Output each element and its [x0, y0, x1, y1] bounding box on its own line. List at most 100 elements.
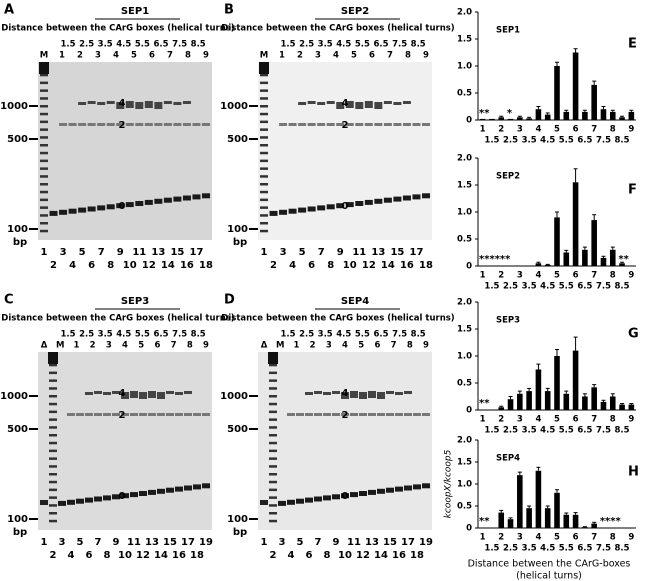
gel-band: [130, 413, 138, 416]
lane-number: 1: [261, 537, 268, 548]
turn-label: 6.5: [153, 330, 168, 340]
x-tick-label: 6: [573, 271, 579, 281]
ladder-band: [260, 97, 268, 100]
gel-band: [374, 198, 383, 204]
y-tick-label: 1.0: [457, 208, 472, 218]
lane-number: 10: [118, 550, 132, 561]
gel-band: [163, 123, 172, 126]
gel-band: [345, 101, 354, 108]
gel-band: [144, 123, 153, 126]
x-tick-label: 7: [591, 533, 597, 543]
lane-number: 6: [88, 260, 95, 271]
gel-band: [166, 391, 174, 394]
ladder-band: [49, 418, 57, 421]
gel-band: [154, 102, 163, 109]
marker-label: 500: [7, 424, 28, 435]
gel-band: [368, 413, 376, 416]
lane-number: 9: [113, 537, 120, 548]
ladder-band: [40, 97, 48, 100]
gel-band: [135, 123, 144, 126]
lane-number: 8: [107, 260, 114, 271]
gel-band: [157, 413, 165, 416]
ladder-band: [49, 363, 57, 367]
lane-number: 19: [199, 537, 213, 548]
gel-band: [279, 209, 288, 215]
gel-band: [97, 205, 106, 211]
gel-band: [323, 495, 331, 501]
lane-header: 3: [95, 51, 101, 61]
gel-band: [332, 494, 340, 500]
lane-number: 4: [69, 260, 76, 271]
lane-header: Δ: [261, 341, 268, 351]
gel-band: [374, 123, 383, 126]
ladder-band: [269, 496, 277, 499]
gel-band: [173, 196, 182, 202]
y-tick-label: 0.5: [457, 379, 472, 389]
ladder-band: [269, 519, 277, 523]
chart-title: SEP3: [496, 316, 520, 326]
gel-band: [377, 413, 385, 416]
lane-number: 16: [400, 260, 414, 271]
gel-band: [59, 209, 68, 215]
x-tick-label: 9: [628, 125, 634, 135]
gel-header: Distance between the CArG boxes (helical…: [1, 314, 235, 324]
gel-band: [377, 488, 385, 494]
gel-band: [202, 483, 210, 489]
x-tick-label: 5: [554, 533, 560, 543]
gel-band: [269, 210, 278, 216]
bar: [544, 264, 551, 266]
x-axis-label: (helical turns): [516, 571, 582, 581]
x-tick-label: 2.5: [503, 282, 518, 292]
panel-letter: C: [4, 293, 14, 308]
gel-band: [106, 101, 115, 104]
gel-band: [112, 494, 120, 500]
x-tick-label: 4: [535, 415, 541, 425]
gel-band: [139, 491, 147, 496]
x-tick-label: 3.5: [522, 282, 537, 292]
lane-header: 1: [279, 51, 285, 61]
ladder-band: [269, 402, 277, 406]
x-tick-label: 6.5: [577, 282, 592, 292]
protein-name: SEP3: [121, 296, 149, 307]
x-tick-label: 7: [591, 271, 597, 281]
band-label: 0: [119, 201, 126, 212]
bar: [535, 369, 542, 410]
bar: [554, 492, 560, 528]
turn-label: 2.5: [79, 330, 94, 340]
lane-number: 18: [199, 260, 213, 271]
gel-band: [157, 488, 165, 494]
lane-header: 8: [407, 341, 413, 351]
ladder-band: [49, 519, 57, 523]
ladder-band: [269, 387, 277, 390]
gel-band: [422, 193, 430, 199]
gel-band: [402, 195, 411, 201]
gel-band: [175, 392, 183, 395]
gel-band: [182, 195, 191, 201]
lane-number: 11: [127, 537, 141, 548]
turn-label: 3.5: [318, 40, 333, 50]
ladder-band: [40, 175, 48, 178]
x-tick-label: 7: [591, 415, 597, 425]
x-tick-label: 4.5: [540, 282, 555, 292]
gel-band: [260, 500, 268, 505]
gel-band: [298, 123, 307, 126]
turn-label: 1.5: [60, 330, 75, 340]
ladder-band: [269, 434, 277, 437]
lane-number: 12: [356, 550, 370, 561]
lane-number: 4: [288, 550, 295, 561]
ladder-band: [40, 167, 48, 170]
bar: [591, 523, 597, 528]
x-tick-label: 5: [554, 125, 560, 135]
x-tick-label: 1.5: [484, 544, 499, 554]
ladder-band: [40, 151, 48, 155]
ladder-band: [260, 136, 268, 139]
bar: [517, 393, 523, 410]
turn-label: 8.5: [411, 40, 426, 50]
chart-title: SEP4: [496, 454, 520, 464]
lane-header: 9: [423, 51, 429, 61]
turn-label: 4.5: [116, 330, 131, 340]
x-tick-label: 3: [517, 271, 523, 281]
gel-band: [97, 102, 106, 105]
panel-letter: F: [628, 183, 637, 198]
marker-label: 1000: [220, 101, 248, 112]
